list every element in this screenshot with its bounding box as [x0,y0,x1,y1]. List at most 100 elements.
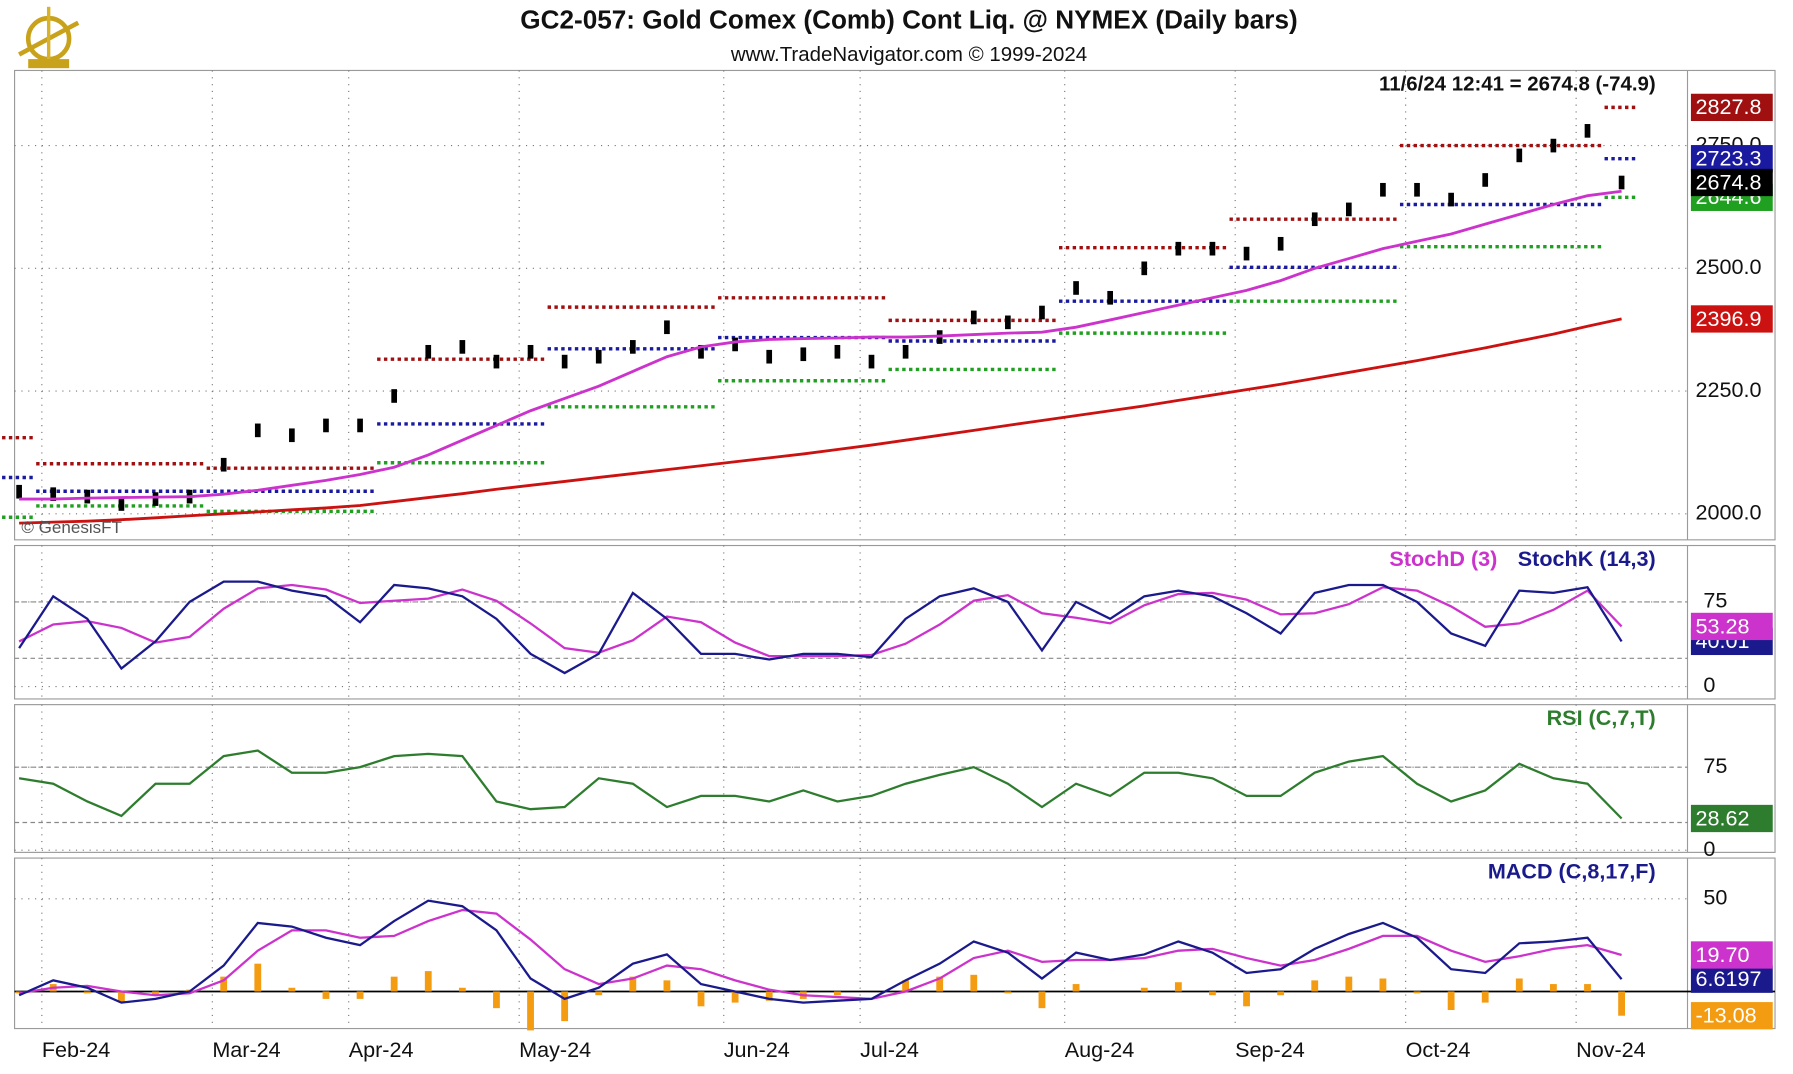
histogram-bar [1618,991,1626,1016]
histogram-bar [356,991,364,999]
legend-entry: MACD (C,8,17,F) [1488,859,1656,884]
price-bar [254,423,261,438]
value-box [1690,93,1773,122]
x-tick-label: May-24 [519,1037,591,1062]
price-bar [1516,148,1523,163]
histogram-bar [970,974,978,992]
price-bar [323,418,329,433]
series-line [18,583,1623,658]
panel-frame [14,857,1776,1030]
value-box [1690,941,1773,969]
price-bar [289,428,295,443]
histogram-bar [1174,982,1182,992]
histogram-bar [254,963,262,992]
price-bar [1618,175,1625,190]
price-bar [1550,138,1557,153]
price-bar [391,389,398,403]
histogram-bar [1345,976,1353,992]
histogram-bar [765,991,773,1001]
price-bar [1448,192,1454,207]
price-bar [152,492,159,506]
price-bar [1073,281,1079,295]
price-bar [902,344,909,359]
histogram-bar [902,980,910,992]
histogram-bar [731,991,739,1003]
value-box-label: 6.6197 [1695,966,1761,991]
y-tick-label: 2500.0 [1695,254,1761,279]
histogram-bar [595,991,603,996]
price-bar [16,484,22,499]
x-tick-label: Jun-24 [724,1037,790,1062]
value-box [1690,804,1773,833]
x-tick-label: Feb-24 [42,1037,110,1062]
x-tick-label: Aug-24 [1065,1037,1135,1062]
price-bar [1345,202,1352,217]
price-bar [766,349,773,364]
x-tick-label: Oct-24 [1406,1037,1471,1062]
price-bar [50,487,57,501]
series-line [19,189,1622,501]
x-tick-label: Nov-24 [1576,1037,1646,1062]
price-bar [1482,173,1489,187]
histogram-bar [1481,991,1489,1003]
price-bar [220,457,227,472]
value-box-label: 2674.8 [1695,169,1761,194]
histogram-bar [561,991,569,1022]
histogram-bar [1549,984,1557,992]
price-bar [1141,261,1148,276]
price-bar [1414,182,1420,197]
y-tick-label: 0 [1703,836,1715,861]
data-layer [2,105,1639,1031]
histogram-bar [83,991,91,994]
value-box [1690,1002,1773,1030]
histogram-bar [1277,991,1285,996]
histogram-bar [629,976,637,992]
x-tick-label: Sep-24 [1235,1037,1305,1062]
histogram-bar [936,976,944,992]
price-bar [1584,124,1591,138]
price-bar [732,337,738,352]
series-line [19,317,1622,525]
panel-frame [14,544,1776,700]
panel-frame [14,704,1776,853]
legend-entry: StochK (14,3) [1518,546,1656,571]
price-bar [1005,315,1011,330]
histogram-bar [833,991,841,996]
price-bar [1311,212,1318,227]
price-bar [84,489,91,504]
price-bar [493,354,500,369]
histogram-bar [1004,991,1012,994]
histogram-bar [390,976,398,992]
series-line [18,749,1623,820]
logo [18,6,80,69]
y-tick-label: 2000.0 [1695,500,1761,525]
y-tick-label: 75 [1703,588,1727,613]
price-bar [357,418,363,433]
histogram-bar [1209,991,1216,996]
chart-subtitle: www.TradeNavigator.com © 1999-2024 [730,43,1087,66]
label-layer: 2000.02250.02500.02750.02644.62723.32827… [21,4,1773,1062]
histogram-bar [697,991,705,1007]
histogram-bar [1243,991,1250,1007]
value-box [1690,168,1773,197]
series-line [18,899,1623,1004]
value-box [1690,305,1773,333]
histogram-bar [220,976,228,992]
price-bar [1107,290,1114,305]
series-line [18,908,1622,1001]
histogram-bar [663,980,671,992]
histogram-bar [1072,984,1080,992]
histogram-bar [1311,980,1319,992]
price-bar [1243,246,1250,261]
value-box [1690,965,1773,993]
price-bar [527,344,534,359]
price-bar [118,497,125,511]
histogram-bar [1038,991,1046,1009]
value-box-label: 28.62 [1695,805,1749,830]
background [5,0,1788,1074]
histogram-bar [288,987,296,992]
histogram-bar [424,971,432,992]
y-tick-label: 2250.0 [1695,377,1761,402]
